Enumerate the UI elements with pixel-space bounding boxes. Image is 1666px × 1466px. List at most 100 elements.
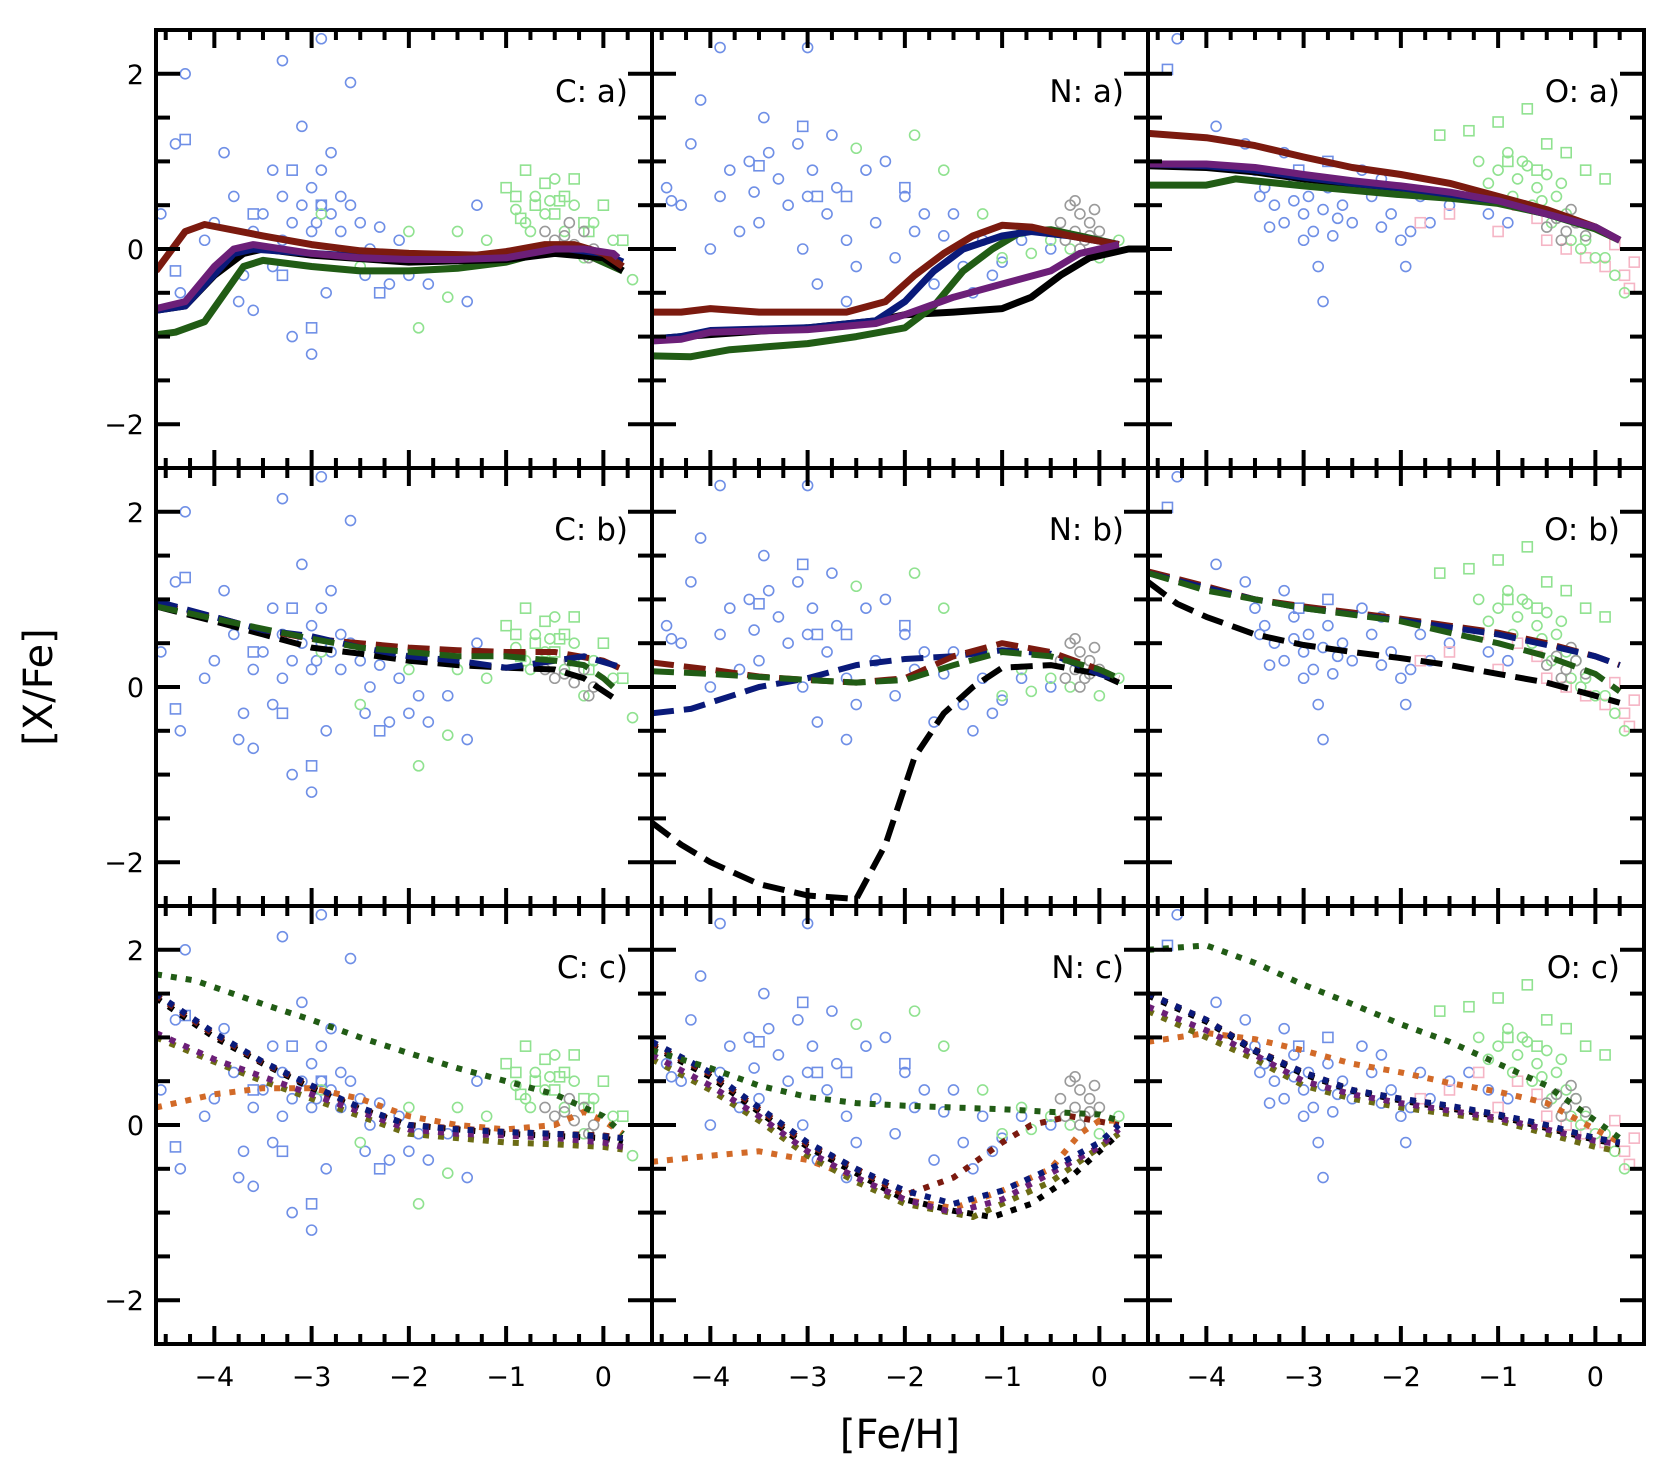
observation-point [266, 602, 279, 614]
observation-point [1044, 672, 1057, 685]
observation-point [1540, 234, 1553, 247]
observation-point [373, 286, 386, 299]
observation-point [334, 225, 347, 238]
observation-point [811, 628, 824, 641]
observation-point [889, 251, 901, 264]
observation-point [1278, 584, 1290, 597]
observation-point [412, 322, 425, 334]
observation-point [1385, 208, 1397, 220]
model-line-navy [652, 1039, 1121, 1207]
observation-point [286, 216, 298, 229]
observation-point [441, 291, 454, 303]
observation-point [582, 663, 595, 676]
observation-point [1433, 129, 1446, 141]
observation-point [1463, 562, 1475, 575]
observation-point [821, 208, 833, 220]
observation-point [383, 1154, 396, 1166]
observation-point [753, 597, 765, 610]
observation-point [928, 1154, 940, 1166]
observation-point [310, 654, 323, 667]
observation-point [996, 694, 1008, 706]
observation-point [1502, 155, 1514, 168]
observation-point [247, 663, 260, 676]
observation-point [1579, 1040, 1592, 1052]
observation-point [247, 646, 260, 658]
observation-point [1531, 1088, 1543, 1101]
observation-point [276, 930, 289, 943]
observation-point [500, 619, 512, 632]
y-tick-label: −2 [104, 848, 144, 879]
observation-point [1511, 1049, 1524, 1061]
observation-point [218, 146, 230, 159]
model-line-black [652, 1043, 1121, 1220]
observation-point [1443, 208, 1456, 220]
observation-point [315, 1040, 328, 1052]
observation-point [276, 190, 289, 203]
observation-point [1074, 681, 1086, 693]
observation-point [1550, 628, 1563, 641]
observation-point [1555, 1053, 1568, 1066]
observation-point [801, 1066, 814, 1079]
observation-point [1609, 1114, 1621, 1127]
observation-point [563, 216, 576, 229]
observation-point [918, 1084, 931, 1096]
model-line-darkred [156, 221, 625, 273]
observation-point [1511, 1075, 1524, 1087]
observation-point [548, 1110, 561, 1123]
observation-point [976, 208, 989, 220]
observation-point [568, 1075, 580, 1087]
observation-point [373, 1163, 386, 1175]
observation-point [1482, 1053, 1495, 1066]
observation-point [1463, 124, 1475, 137]
observation-point [811, 1066, 824, 1079]
observation-point [830, 1057, 843, 1070]
observation-point [315, 199, 328, 211]
observation-point [947, 1084, 960, 1096]
observation-point [383, 716, 396, 728]
observation-point [412, 689, 425, 702]
observation-point [826, 1005, 838, 1017]
y-tick-label: 0 [127, 235, 144, 266]
observation-point [1472, 1066, 1485, 1079]
model-line-darkgreen [1148, 570, 1622, 694]
observation-point [1492, 992, 1504, 1004]
observation-point [796, 1119, 809, 1131]
observation-point [850, 142, 863, 155]
observation-point [782, 1075, 794, 1087]
x-axis-label: [Fe/H] [840, 1412, 960, 1458]
observation-point [548, 1049, 561, 1061]
observation-point [889, 689, 901, 702]
observation-point [976, 1110, 989, 1123]
observation-point [198, 1110, 211, 1123]
observation-point [403, 1101, 415, 1114]
observation-point [169, 703, 182, 715]
observation-point [228, 190, 240, 203]
observation-point [626, 273, 639, 286]
observation-point [1336, 637, 1349, 650]
model-line-navy [156, 991, 624, 1142]
model-line-darkgreen [1148, 942, 1622, 1141]
observation-point [228, 628, 240, 641]
model-line-darkred [156, 600, 625, 673]
model-line-purple [156, 1030, 624, 1150]
observation-point [174, 1163, 187, 1175]
observation-point [1414, 1066, 1427, 1079]
observation-point [908, 225, 921, 238]
observation-point [286, 1206, 298, 1219]
observation-point [344, 76, 357, 89]
observation-point [568, 637, 580, 650]
observation-point [811, 190, 824, 203]
observation-point [1492, 164, 1504, 176]
observation-point [1492, 554, 1504, 566]
observation-point [325, 146, 337, 159]
observation-point [792, 576, 804, 588]
observation-point [796, 243, 809, 255]
observation-point [510, 190, 522, 203]
observation-point [947, 208, 960, 220]
observation-point [1375, 1049, 1388, 1061]
observation-point [1482, 646, 1495, 658]
observation-point [198, 234, 211, 247]
observation-point [1502, 146, 1514, 159]
model-line-olive [1148, 1008, 1621, 1155]
observation-point [996, 1127, 1008, 1140]
